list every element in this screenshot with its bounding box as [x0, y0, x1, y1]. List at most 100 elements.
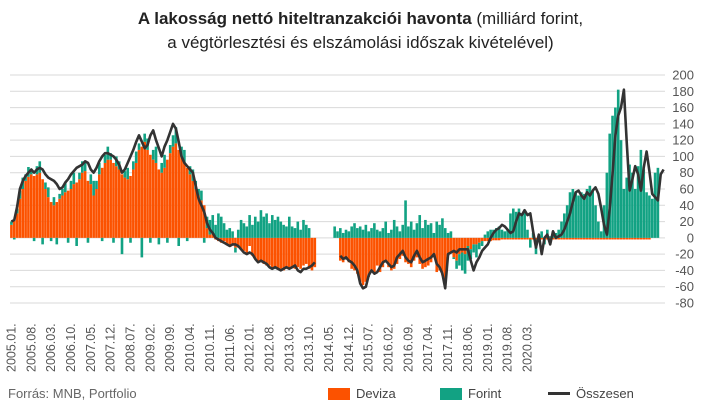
- bar-forint: [367, 231, 370, 238]
- bar-deviza: [520, 237, 524, 240]
- bar-deviza: [98, 174, 101, 238]
- bar-forint: [463, 254, 467, 274]
- bar-forint: [219, 216, 223, 238]
- bar-forint: [639, 149, 643, 238]
- bar-deviza: [188, 174, 192, 238]
- bar-forint: [234, 247, 237, 253]
- bar-forint: [140, 237, 144, 258]
- bar-deviza: [469, 237, 473, 250]
- bar-forint: [642, 169, 646, 238]
- legend-label-total: Összesen: [576, 386, 634, 401]
- bar-deviza: [106, 159, 110, 238]
- bar-forint: [472, 244, 475, 253]
- bar-forint: [523, 210, 526, 238]
- bar-forint: [392, 219, 396, 238]
- bar-deviza: [46, 197, 50, 238]
- bar-forint: [100, 237, 104, 242]
- x-tick-label: 2013.10.: [302, 323, 316, 372]
- bar-deviza: [276, 237, 280, 269]
- bar-forint: [149, 237, 152, 243]
- x-tick-label: 2006.03.: [44, 323, 58, 372]
- bar-deviza: [12, 219, 16, 238]
- bar-deviza: [89, 184, 93, 238]
- bar-deviza: [415, 237, 419, 258]
- bar-forint: [424, 219, 427, 238]
- bar-forint: [358, 226, 362, 238]
- x-tick-label: 2005.08.: [24, 323, 38, 372]
- bar-forint: [81, 161, 84, 173]
- bar-deviza: [296, 237, 300, 268]
- bar-forint: [526, 229, 529, 238]
- bar-deviza: [225, 237, 229, 245]
- bar-deviza: [412, 237, 416, 261]
- bar-deviza: [574, 237, 577, 240]
- bar-deviza: [472, 237, 475, 245]
- bar-forint: [597, 221, 600, 238]
- bar-forint: [285, 226, 288, 238]
- bar-deviza: [197, 195, 200, 238]
- bar-forint: [486, 231, 490, 238]
- bar-deviza: [49, 202, 53, 238]
- bar-deviza: [61, 195, 64, 238]
- bar-forint: [401, 224, 405, 238]
- bar-forint: [75, 237, 78, 246]
- bar-deviza: [290, 237, 294, 268]
- bar-forint: [256, 221, 260, 238]
- bar-deviza: [605, 237, 609, 240]
- bar-forint: [631, 172, 634, 238]
- bar-deviza: [129, 175, 132, 238]
- bar-deviza: [166, 159, 169, 238]
- bar-forint: [134, 151, 138, 163]
- bar-forint: [29, 169, 33, 175]
- bar-deviza: [117, 169, 121, 238]
- bar-deviza: [293, 237, 297, 269]
- bar-deviza: [452, 237, 456, 258]
- x-tick-label: 2011.06.: [223, 324, 237, 372]
- bar-forint: [282, 224, 285, 238]
- bar-deviza: [500, 237, 504, 240]
- bar-forint: [123, 171, 127, 178]
- bar-forint: [32, 237, 36, 242]
- bar-deviza: [239, 237, 243, 250]
- bar-forint: [520, 213, 524, 238]
- bar-forint: [438, 224, 441, 238]
- bar-deviza: [202, 205, 206, 238]
- x-tick-label: 2017.04.: [421, 323, 435, 372]
- bar-deviza: [126, 179, 129, 238]
- bar-deviza: [509, 237, 512, 240]
- bar-deviza: [307, 237, 311, 269]
- bar-deviza: [339, 237, 342, 261]
- bar-forint: [628, 164, 631, 238]
- bar-deviza: [387, 237, 390, 268]
- bar-forint: [287, 216, 291, 238]
- bar-forint: [171, 135, 175, 147]
- bar-deviza: [401, 237, 405, 256]
- bar-deviza: [83, 171, 87, 238]
- bar-forint: [443, 228, 447, 238]
- bar-deviza: [625, 237, 629, 240]
- bar-forint: [245, 226, 249, 238]
- bar-deviza: [248, 237, 251, 246]
- bar-forint: [177, 237, 181, 246]
- bar-deviza: [378, 237, 382, 273]
- bar-forint: [109, 153, 112, 160]
- title-bold: A lakosság nettó hiteltranzakciói havont…: [137, 9, 472, 28]
- bar-forint: [477, 242, 481, 250]
- bar-deviza: [174, 143, 178, 238]
- bar-forint: [412, 229, 416, 238]
- legend-swatch-total: [548, 392, 570, 395]
- bar-forint: [61, 189, 64, 196]
- x-tick-label: 2010.11.: [203, 324, 217, 372]
- bar-forint: [563, 213, 566, 238]
- bar-deviza: [234, 237, 237, 248]
- title-line2: a végtörlesztési és elszámolási időszak …: [167, 33, 554, 52]
- bar-forint: [511, 208, 515, 238]
- bar-forint: [582, 193, 586, 238]
- bar-deviza: [497, 237, 501, 241]
- bar-deviza: [364, 237, 368, 282]
- total-line-segment: [339, 88, 665, 290]
- bar-deviza: [27, 176, 30, 238]
- bar-forint: [44, 182, 47, 189]
- bar-forint: [63, 182, 67, 193]
- bar-forint: [92, 180, 95, 196]
